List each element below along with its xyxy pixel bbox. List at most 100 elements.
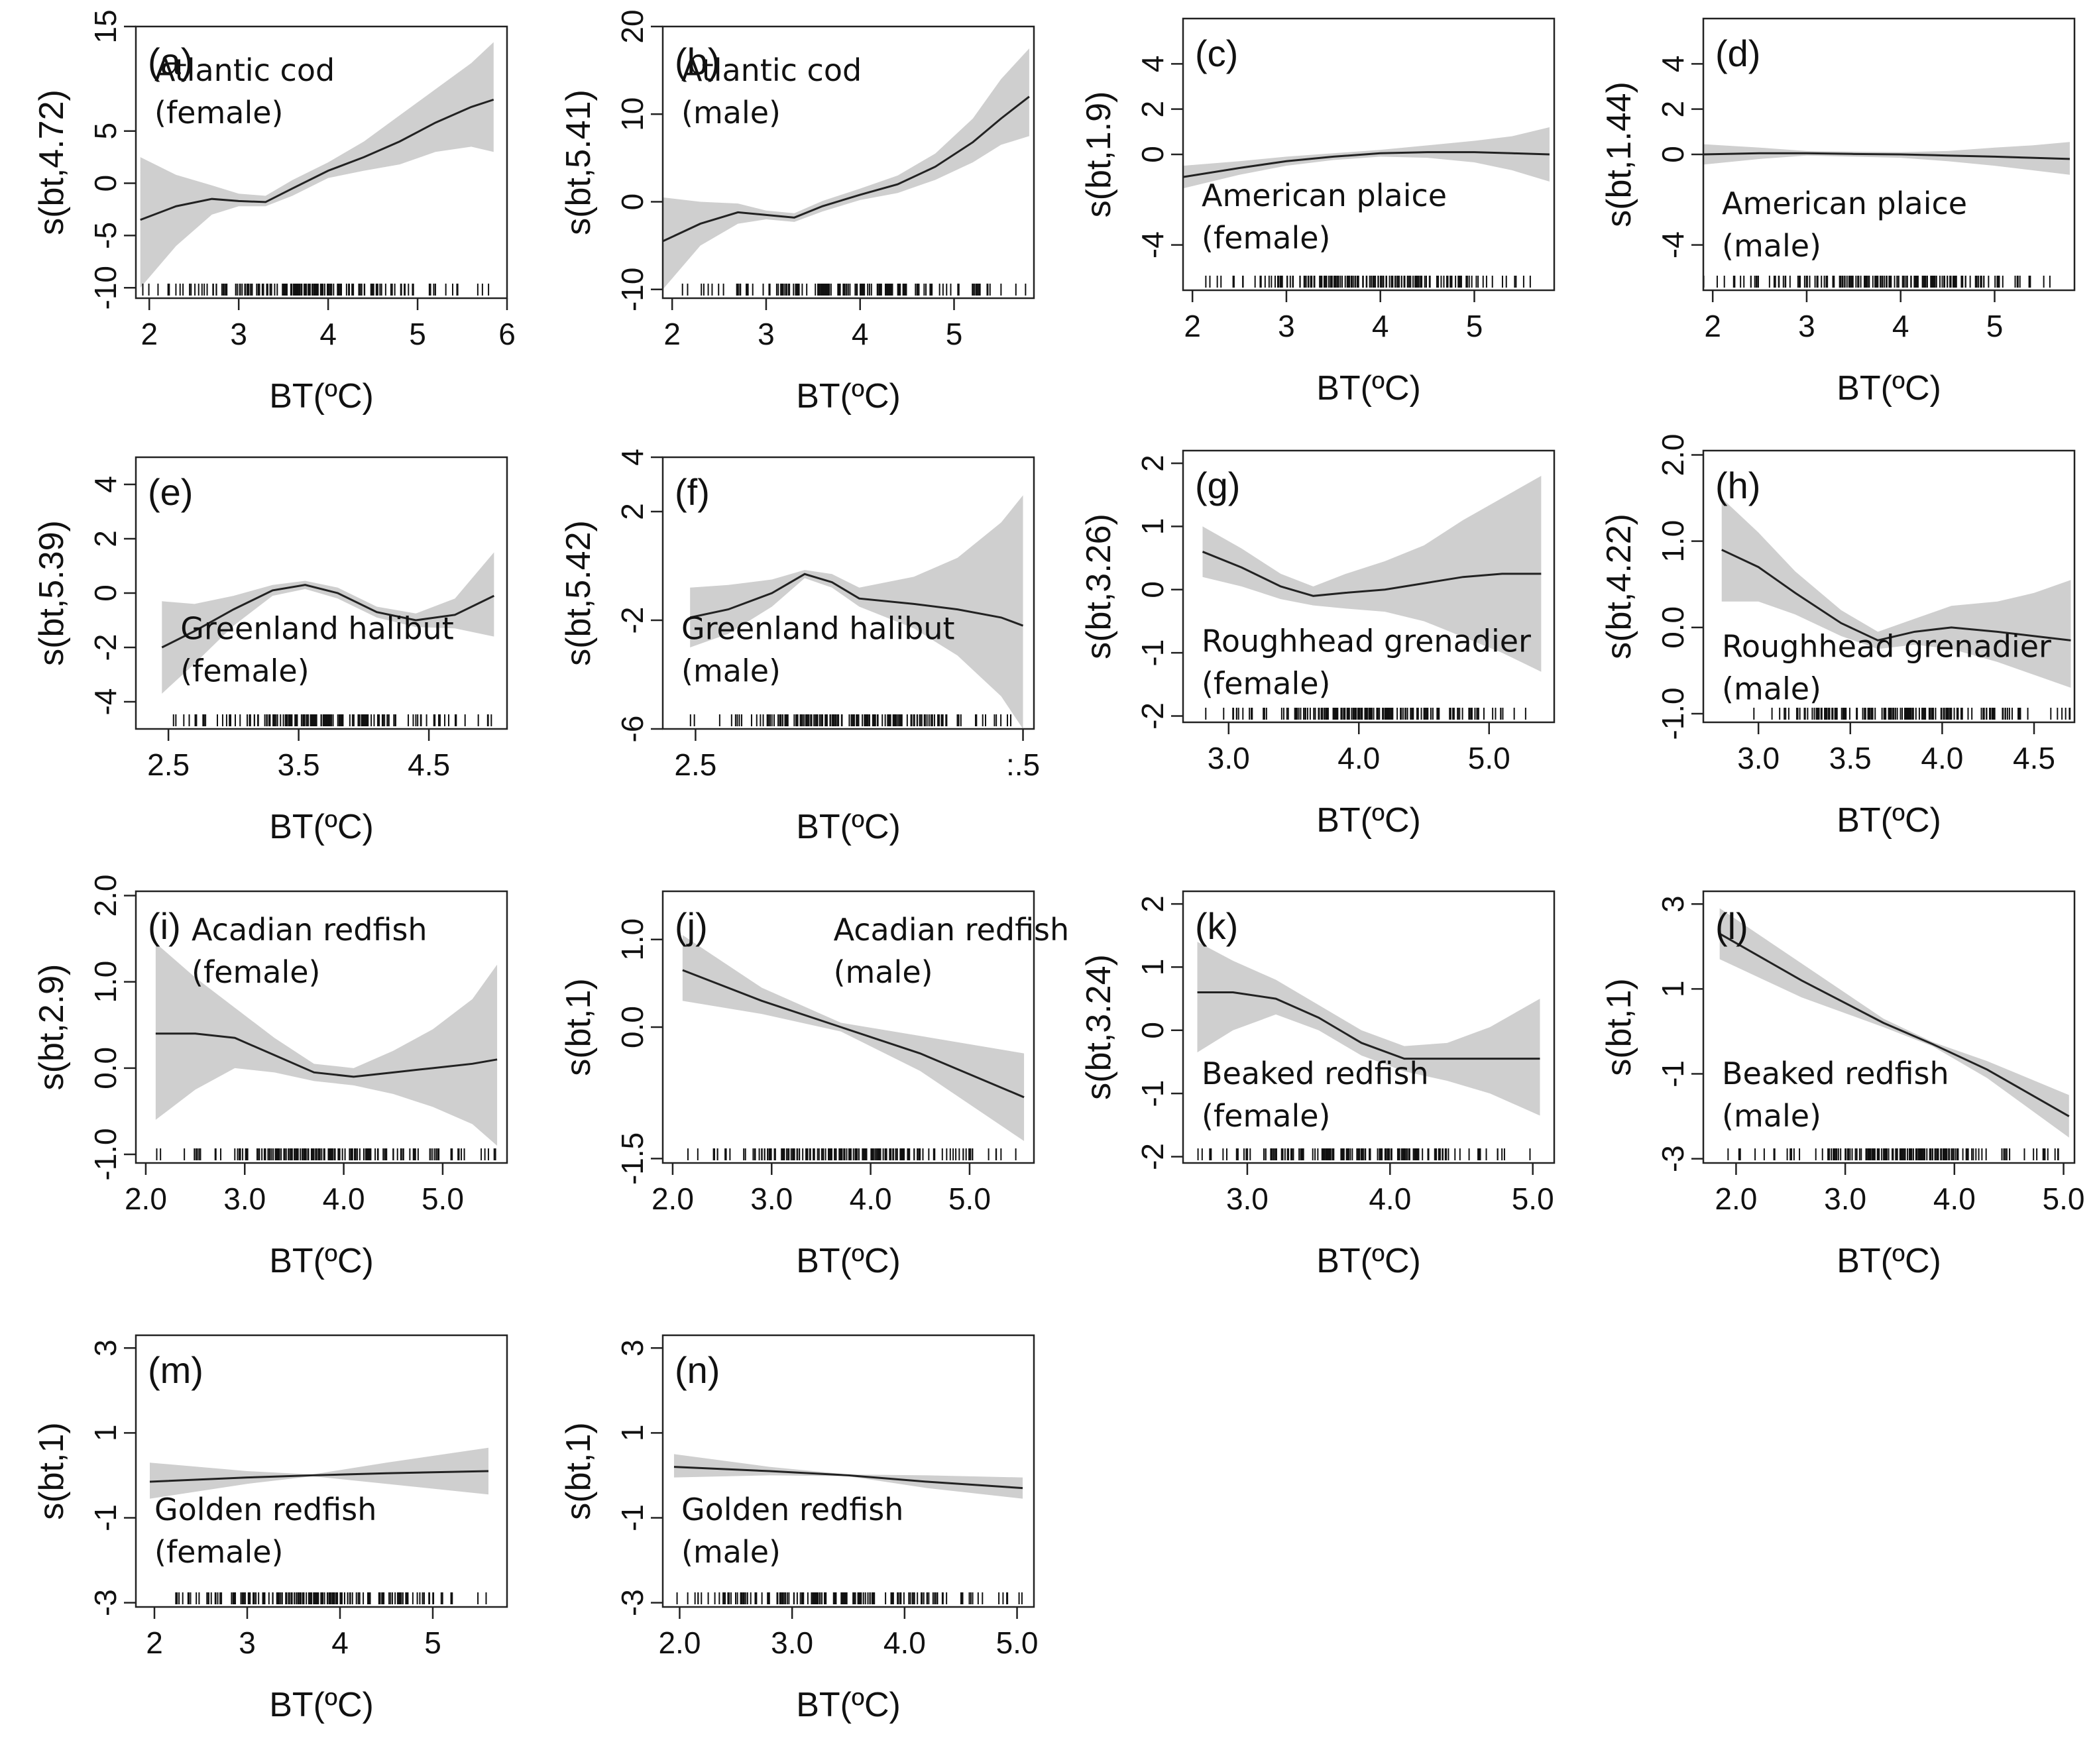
x-axis-label: BT(ºC) [269,808,374,846]
y-tick-label: -4 [1135,231,1170,258]
x-tick-label: 3.0 [750,1182,793,1216]
x-tick-label: 4.0 [1921,741,1963,775]
y-tick-label: 15 [88,9,123,43]
y-tick-label: 4 [615,449,650,466]
y-axis-label: s(bt,4.22) [1600,514,1638,659]
panel-a: 2 3 4 5 6 -10 -5 0 5 15 BT(ºC) s(bt,4.72) (a)Atlanti… [32,9,516,415]
x-tick-label: 4 [319,317,337,351]
species-label: Atlantic cod [681,52,862,88]
y-tick-label: -10 [615,268,650,311]
y-axis-label: s(bt,5.39) [32,520,71,666]
panel-letter: (e) [148,471,193,513]
species-label: (male) [1722,671,1821,707]
x-tick-label: 2 [663,317,681,351]
y-tick-label: 0.0 [1656,606,1690,649]
y-tick-label: 3 [88,1339,123,1356]
rug-marks [676,1592,1023,1604]
x-tick-label: 2.0 [658,1626,701,1660]
fit-line [149,1470,489,1483]
species-label: Beaked redfish [1202,1056,1429,1091]
y-tick-label: -2 [88,634,123,661]
species-label: (male) [1722,228,1821,264]
plot-frame [135,1334,508,1608]
fit-line [1703,152,2070,160]
y-tick-label: -1.0 [1656,687,1690,740]
y-tick-label: -3 [1656,1145,1690,1172]
species-label: Acadian redfish [834,912,1070,948]
species-label: Beaked redfish [1722,1056,1949,1091]
x-axis-label: BT(ºC) [269,1686,374,1724]
y-tick-label: -1.0 [88,1128,123,1180]
x-tick-label: 3 [758,317,775,351]
species-label: (male) [681,1534,781,1570]
x-axis-label: BT(ºC) [1316,1242,1421,1280]
x-tick-label: 3.5 [278,747,320,782]
x-tick-label: 5 [1986,309,2004,343]
x-tick-label: 4.0 [883,1626,926,1660]
x-tick-label: 4 [331,1626,349,1660]
species-label: Greenland halibut [681,611,955,647]
x-tick-label: 2 [141,317,158,351]
x-axis-label: BT(ºC) [796,808,901,846]
species-label: (male) [834,954,933,990]
rug-marks [142,284,490,296]
x-tick-label: 3 [1278,309,1295,343]
y-tick-label: 2 [615,503,650,520]
x-tick-label: 5.0 [1512,1182,1554,1216]
y-tick-label: 0 [88,584,123,602]
x-axis-label: BT(ºC) [1316,801,1421,840]
fit-line [1719,932,2070,1117]
y-tick-label: 3 [615,1339,650,1356]
y-tick-label: 2 [1135,455,1170,472]
plot-frame [135,25,508,300]
y-tick-label: -2 [615,607,650,634]
panel-letter: (m) [148,1349,203,1391]
panel-l: 2.0 3.0 4.0 5.0 -3 -1 1 3 BT(ºC) s(bt,1) (l) Beaked… [1600,890,2085,1280]
fit-line [1721,549,2071,641]
species-label: American plaice [1722,186,1967,221]
fit-line [673,1466,1023,1490]
rug-marks [1205,276,1531,288]
y-tick-label: -1 [1135,1080,1170,1107]
y-tick-label: 0.0 [88,1047,123,1089]
species-label: (male) [1722,1098,1821,1134]
species-label: Roughhead grenadier [1202,623,1531,659]
y-tick-label: 1.0 [615,918,650,961]
species-label: (female) [192,954,320,990]
y-axis-label: s(bt,3.26) [1080,514,1118,659]
rug-marks [1205,708,1526,720]
y-tick-label: 1 [88,1425,123,1442]
species-label: Acadian redfish [192,912,427,948]
y-tick-label: -3 [615,1589,650,1616]
x-axis-label: BT(ºC) [1837,801,1941,840]
panel-d: 2 3 4 5 -4 0 2 4 BT(ºC) s(bt,1.44) (d) American pla… [1600,17,2076,408]
rug-marks [1197,1148,1531,1160]
y-tick-label: -4 [1656,231,1690,258]
x-tick-label: 3 [239,1626,256,1660]
panel-i: 2.0 3.0 4.0 5.0 -1.0 0.0 1.0 2.0 BT(ºC) s(bt,2.9)… [32,875,508,1280]
y-tick-label: 4 [88,476,123,493]
panel-j: 2.0 3.0 4.0 5.0 -1.5 0.0 1.0 BT(ºC) s(bt,1) (j) Ac… [559,890,1070,1280]
y-axis-label: s(bt,2.9) [32,964,71,1091]
y-tick-label: -4 [88,689,123,716]
species-label: (female) [1202,220,1330,256]
x-tick-label: 4.5 [2013,741,2055,775]
species-label: (female) [1202,665,1330,701]
y-tick-label: 0 [1135,146,1170,163]
y-tick-label: 2.0 [88,875,123,917]
panel-letter: (b) [675,40,720,82]
species-label: Roughhead grenadier [1722,629,2051,665]
y-axis-label: s(bt,1.44) [1600,82,1638,227]
y-tick-label: -1 [1135,639,1170,667]
x-tick-label: 6 [498,317,516,351]
x-tick-label: 5 [424,1626,441,1660]
x-tick-label: 5.0 [1468,741,1510,775]
y-tick-label: -5 [88,222,123,249]
plot-frame [1182,890,1556,1164]
rug-marks [1727,1148,2059,1160]
x-tick-label: 3.0 [1226,1182,1269,1216]
x-tick-label: 4 [852,317,869,351]
x-tick-label: 4 [1372,309,1389,343]
y-tick-label: -1 [88,1504,123,1531]
y-tick-label: 1.0 [88,961,123,1003]
